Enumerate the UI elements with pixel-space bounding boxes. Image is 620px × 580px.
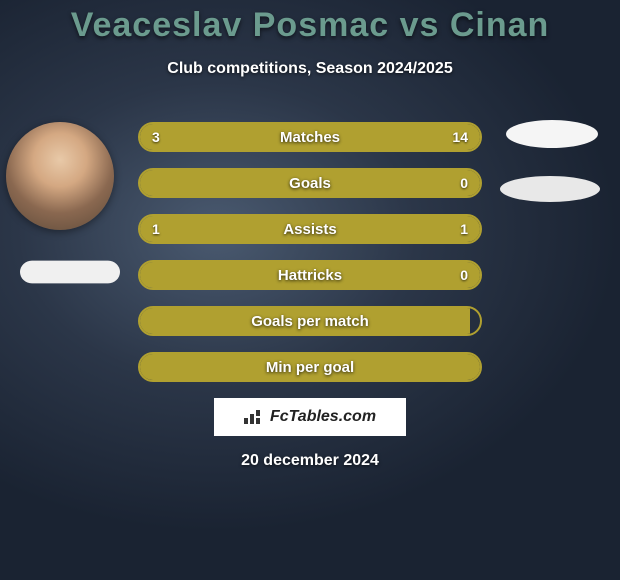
metric-label: Min per goal [140, 354, 480, 380]
metric-row: Goals0 [138, 168, 482, 198]
player-left-flag [20, 261, 120, 284]
page-title: Veaceslav Posmac vs Cinan [0, 6, 620, 45]
metric-value-right: 0 [460, 262, 468, 288]
comparison-bars: Matches314Goals0Assists11Hattricks0Goals… [138, 122, 482, 398]
metric-value-left: 1 [152, 216, 160, 242]
metric-row: Assists1 1 [138, 214, 482, 244]
metric-label: Assists [140, 216, 480, 242]
metric-row: Hattricks0 [138, 260, 482, 290]
metric-value-right: 0 [460, 170, 468, 196]
bar-chart-icon [244, 410, 262, 424]
footer-date: 20 december 2024 [0, 452, 620, 470]
fctables-logo[interactable]: FcTables.com [214, 398, 406, 436]
stage: Veaceslav Posmac vs Cinan Club competiti… [0, 0, 620, 580]
player-right-flag [500, 176, 600, 202]
metric-label: Goals per match [140, 308, 480, 334]
metric-row: Matches3 14 [138, 122, 482, 152]
page-subtitle: Club competitions, Season 2024/2025 [0, 60, 620, 78]
metric-value-right: 1 [460, 216, 468, 242]
logo-text: FcTables.com [270, 408, 376, 426]
player-left-avatar [6, 122, 114, 230]
metric-label: Goals [140, 170, 480, 196]
player-right-avatar [506, 120, 598, 148]
metric-label: Hattricks [140, 262, 480, 288]
metric-row: Goals per match [138, 306, 482, 336]
metric-value-left: 3 [152, 124, 160, 150]
metric-row: Min per goal [138, 352, 482, 382]
metric-label: Matches [140, 124, 480, 150]
metric-value-right: 14 [452, 124, 468, 150]
footer-logo-wrap: FcTables.com [0, 398, 620, 436]
